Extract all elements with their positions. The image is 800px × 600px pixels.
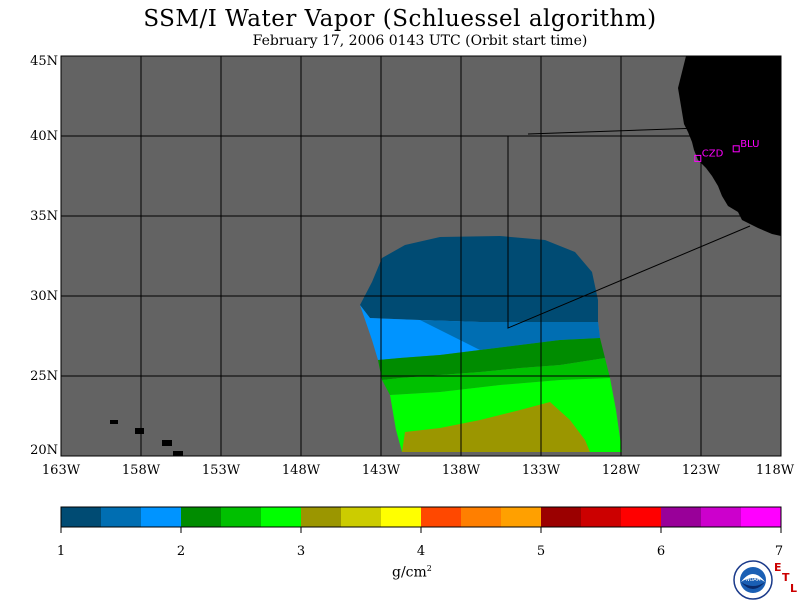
lat-label-30: 30N (30, 289, 58, 304)
etl-letter-t: T (782, 571, 790, 584)
station-marker-czd (694, 154, 702, 162)
units-text: g/cm (392, 564, 427, 581)
lon-label-133w: 133W (521, 463, 561, 478)
lon-label-148w: 148W (281, 463, 321, 478)
noaa-logo-text: NOAA (746, 577, 761, 583)
colorbar-tick-1: 1 (56, 544, 66, 559)
transect-line-1 (507, 136, 751, 329)
colorbar-tick-2: 2 (176, 544, 186, 559)
station-marker-blu (732, 145, 740, 153)
swath-band-7 (402, 402, 590, 452)
island-1 (110, 420, 118, 424)
lat-label-45: 45N (30, 54, 58, 69)
swath-band-4 (378, 338, 605, 380)
lon-label-138w: 138W (441, 463, 481, 478)
lon-label-163w: 163W (41, 463, 81, 478)
lon-label-128w: 128W (601, 463, 641, 478)
colorbar-units: g/cm2 (392, 564, 432, 581)
colorbar-tick-4: 4 (416, 544, 426, 559)
swath-band-1 (360, 236, 598, 322)
lat-label-35: 35N (30, 209, 58, 224)
colorbar-tick-3: 3 (296, 544, 306, 559)
units-exponent: 2 (426, 564, 432, 573)
etl-letter-l: L (790, 582, 798, 595)
lon-label-123w: 123W (681, 463, 721, 478)
land-mass (678, 56, 781, 236)
swath-band-3 (420, 320, 600, 350)
station-label-czd: CZD (702, 148, 724, 159)
map-title: SSM/I Water Vapor (Schluessel algorithm) (143, 6, 657, 32)
map-border (60, 55, 782, 457)
colorbar-tick-6: 6 (656, 544, 666, 559)
map-subtitle: February 17, 2006 0143 UTC (Orbit start … (252, 33, 588, 49)
etl-letter-e: E (774, 561, 782, 574)
station-label-blu: BLU (740, 139, 759, 150)
lat-label-40: 40N (30, 129, 58, 144)
lat-label-25: 25N (30, 369, 58, 384)
lat-label-20: 20N (30, 443, 58, 458)
lon-label-118w: 118W (755, 463, 795, 478)
island-2 (135, 428, 144, 434)
island-4 (173, 451, 183, 456)
lon-label-158w: 158W (121, 463, 161, 478)
lon-label-153w: 153W (201, 463, 241, 478)
island-3 (162, 440, 172, 446)
colorbar-tick-5: 5 (536, 544, 546, 559)
lon-label-143w: 143W (361, 463, 401, 478)
colorbar-tick-7: 7 (774, 544, 784, 559)
transect-line-2 (527, 127, 701, 135)
noaa-logo-icon: NOAA (733, 560, 773, 600)
